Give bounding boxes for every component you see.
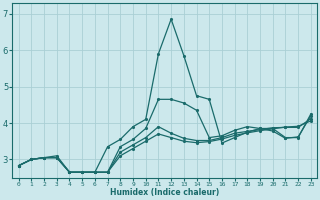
X-axis label: Humidex (Indice chaleur): Humidex (Indice chaleur) <box>110 188 220 197</box>
